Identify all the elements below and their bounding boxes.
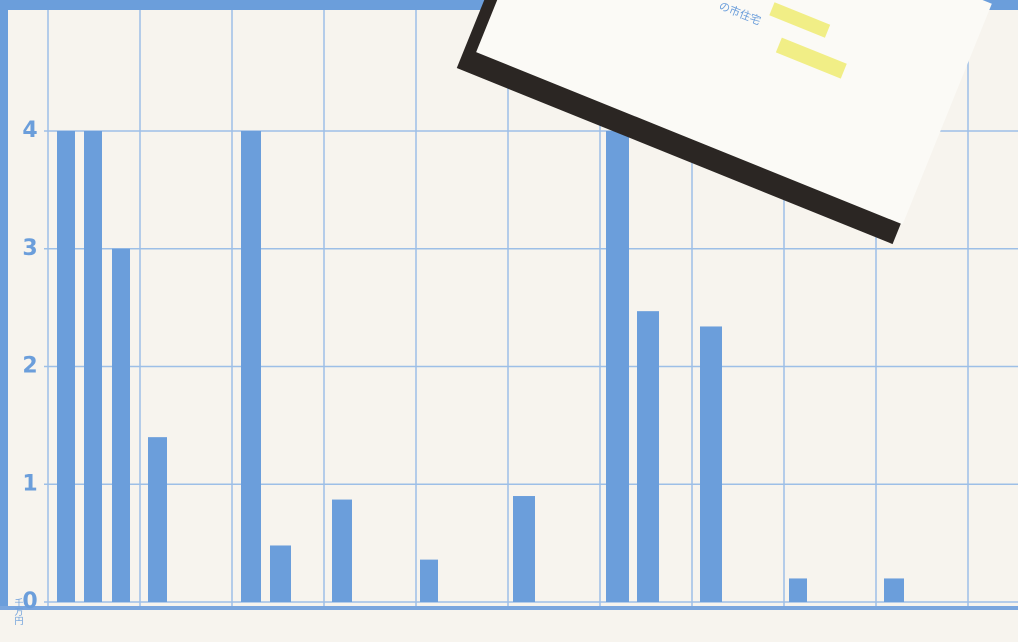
y-tick-label: 2 xyxy=(22,354,37,379)
bar xyxy=(637,311,659,602)
bar xyxy=(884,578,904,602)
bar xyxy=(148,437,167,602)
paper-overlay: の市住宅 xyxy=(456,0,992,245)
bars xyxy=(57,131,904,602)
bar xyxy=(241,131,261,602)
bar xyxy=(57,131,75,602)
bar xyxy=(513,496,535,602)
bar xyxy=(606,131,629,602)
bar xyxy=(420,559,438,602)
paper-yellow-bar xyxy=(775,37,847,79)
y-tick-label: 3 xyxy=(22,236,37,261)
bar xyxy=(270,545,291,602)
bar xyxy=(789,578,807,602)
bottom-line xyxy=(0,606,1018,610)
y-tick-label: 4 xyxy=(22,118,37,143)
bar xyxy=(84,131,102,602)
bar xyxy=(112,248,130,602)
y-axis-label: 千万円 xyxy=(13,598,24,626)
paper-yellow-bar xyxy=(769,2,831,38)
left-band xyxy=(0,0,8,610)
y-tick-label: 0 xyxy=(22,589,37,614)
bar xyxy=(700,326,722,602)
bar xyxy=(332,499,352,602)
y-tick-label: 1 xyxy=(22,471,37,496)
paper xyxy=(476,0,992,225)
